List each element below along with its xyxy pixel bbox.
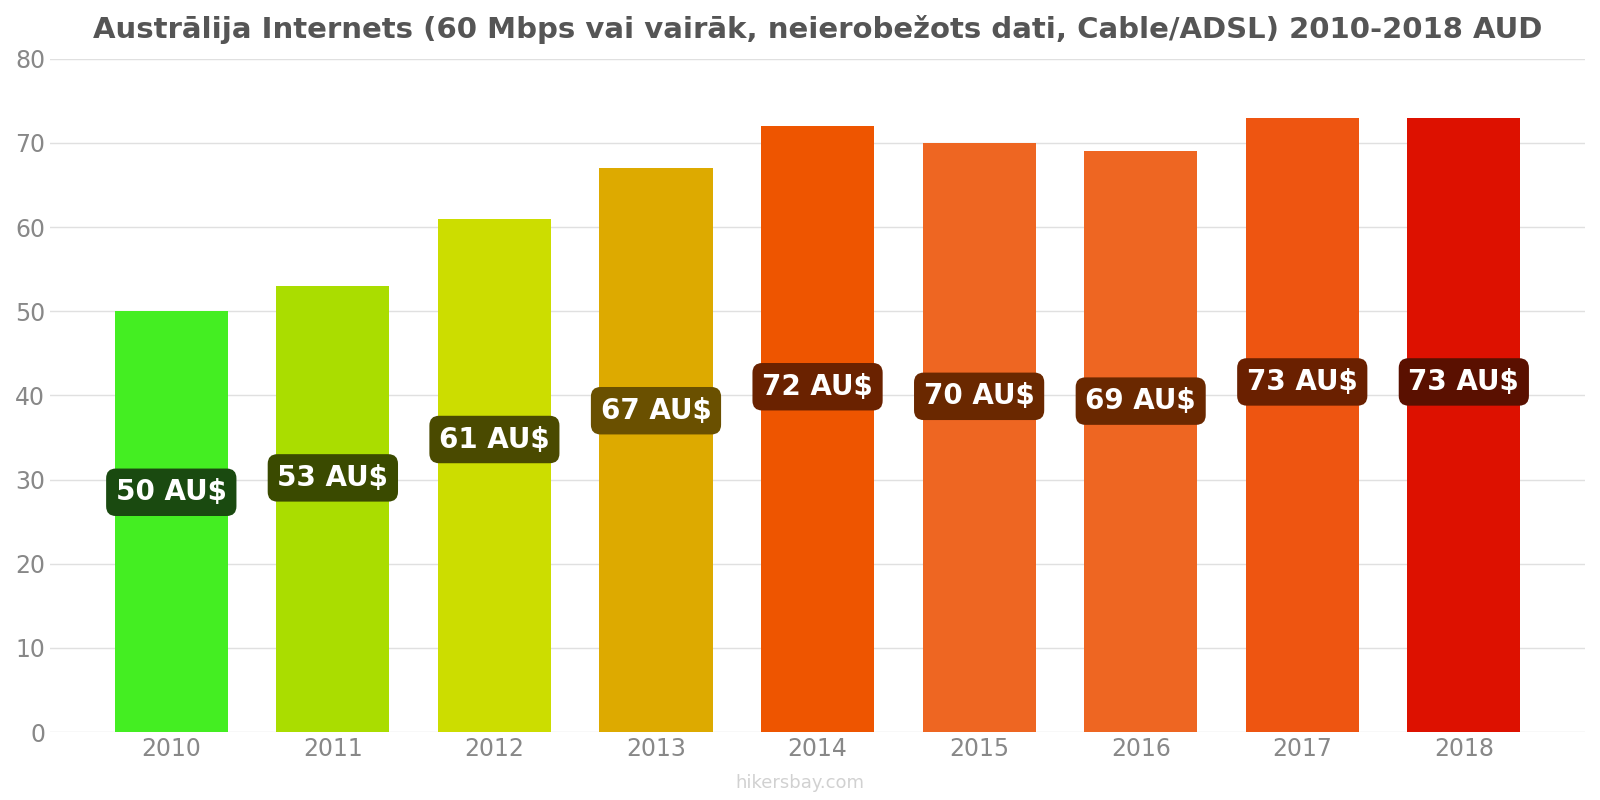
Text: 73 AU$: 73 AU$ bbox=[1408, 368, 1518, 396]
Text: 50 AU$: 50 AU$ bbox=[115, 478, 227, 506]
Text: hikersbay.com: hikersbay.com bbox=[736, 774, 864, 792]
Text: 70 AU$: 70 AU$ bbox=[923, 382, 1035, 410]
Text: 73 AU$: 73 AU$ bbox=[1246, 368, 1358, 396]
Bar bbox=[277, 286, 389, 732]
Bar bbox=[438, 218, 550, 732]
Bar bbox=[115, 311, 227, 732]
Text: 67 AU$: 67 AU$ bbox=[600, 397, 712, 425]
Text: 69 AU$: 69 AU$ bbox=[1085, 387, 1197, 415]
Bar bbox=[762, 126, 874, 732]
Bar bbox=[1085, 151, 1197, 732]
Text: 72 AU$: 72 AU$ bbox=[762, 373, 874, 401]
Text: 53 AU$: 53 AU$ bbox=[277, 464, 389, 492]
Bar bbox=[600, 168, 712, 732]
Text: 61 AU$: 61 AU$ bbox=[438, 426, 550, 454]
Bar bbox=[923, 143, 1035, 732]
Bar bbox=[1246, 118, 1358, 732]
Title: Austrālija Internets (60 Mbps vai vairāk, neierobežots dati, Cable/ADSL) 2010-20: Austrālija Internets (60 Mbps vai vairāk… bbox=[93, 15, 1542, 44]
Bar bbox=[1408, 118, 1520, 732]
